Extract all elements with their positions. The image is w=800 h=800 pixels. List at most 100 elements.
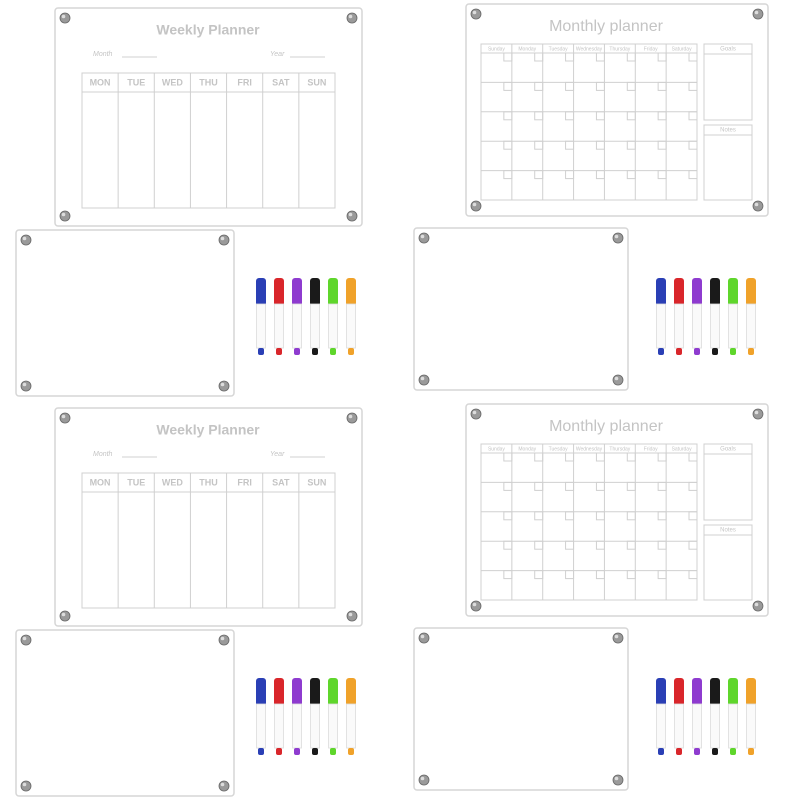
screw	[752, 600, 764, 612]
screw-highlight	[348, 414, 353, 419]
screw-highlight	[220, 636, 225, 641]
marker-cap	[692, 678, 702, 706]
marker-body	[710, 303, 720, 349]
marker-body	[728, 303, 738, 349]
screw-highlight	[472, 10, 477, 15]
screw-highlight	[420, 234, 425, 239]
planner-title: Weekly Planner	[156, 422, 260, 438]
marker-tip	[712, 748, 718, 755]
day-label: Monday	[518, 446, 536, 452]
marker-tip	[712, 348, 718, 355]
notes-label: Notes	[720, 128, 736, 134]
screw	[612, 774, 624, 786]
marker-body	[346, 303, 356, 349]
marker-body	[656, 703, 666, 749]
marker-body	[674, 303, 684, 349]
marker-cap	[346, 678, 356, 706]
screw	[418, 374, 430, 386]
marker-tip	[658, 348, 664, 355]
screw-highlight	[614, 776, 619, 781]
screw-highlight	[754, 410, 759, 415]
screw	[59, 210, 71, 222]
marker-tip	[694, 748, 700, 755]
date-box	[688, 52, 698, 62]
week-grid	[81, 472, 336, 609]
marker-cap	[746, 278, 756, 306]
acrylic-board	[413, 227, 629, 391]
marker-cap	[674, 678, 684, 706]
marker-cap	[746, 678, 756, 706]
date-box	[688, 452, 698, 462]
screw	[20, 380, 32, 392]
day-label: Monday	[518, 46, 536, 52]
marker-tip	[258, 748, 264, 755]
day-label: FRI	[237, 77, 252, 87]
screw	[470, 200, 482, 212]
marker-body	[256, 703, 266, 749]
marker-body	[328, 703, 338, 749]
marker-cap	[656, 278, 666, 306]
date-box	[688, 540, 698, 550]
screw	[470, 8, 482, 20]
marker-body	[746, 703, 756, 749]
screw-highlight	[348, 212, 353, 217]
marker-body	[328, 303, 338, 349]
marker-tip	[330, 348, 336, 355]
screw-highlight	[22, 382, 27, 387]
screw	[752, 200, 764, 212]
marker-body	[274, 303, 284, 349]
marker-cap	[710, 278, 720, 306]
screw-highlight	[61, 212, 66, 217]
screw-highlight	[614, 376, 619, 381]
day-label: MON	[90, 77, 111, 87]
acrylic-board	[413, 627, 629, 791]
screw	[346, 12, 358, 24]
acrylic-board	[15, 629, 235, 797]
marker-body	[746, 303, 756, 349]
day-label: THU	[199, 477, 218, 487]
screw	[218, 780, 230, 792]
day-label: Sunday	[488, 446, 505, 452]
marker-cap	[328, 278, 338, 306]
screw	[218, 380, 230, 392]
day-label: Tuesday	[549, 446, 568, 452]
screw-highlight	[472, 202, 477, 207]
screw-highlight	[614, 634, 619, 639]
screw	[418, 774, 430, 786]
marker-cap	[274, 678, 284, 706]
screw-highlight	[22, 782, 27, 787]
marker-tip	[348, 748, 354, 755]
screw	[470, 408, 482, 420]
marker-body	[292, 703, 302, 749]
marker-tip	[694, 348, 700, 355]
marker-cap	[256, 278, 266, 306]
marker-tip	[748, 748, 754, 755]
day-label: TUE	[127, 77, 145, 87]
acrylic-board	[465, 403, 769, 617]
marker-cap	[292, 278, 302, 306]
screw	[20, 634, 32, 646]
screw	[59, 12, 71, 24]
acrylic-board	[54, 407, 363, 627]
marker-tip	[294, 748, 300, 755]
marker-cap	[310, 678, 320, 706]
screw-highlight	[61, 612, 66, 617]
screw	[218, 634, 230, 646]
day-label: Thursday	[609, 446, 630, 452]
screw-highlight	[22, 236, 27, 241]
day-label: Saturday	[672, 446, 693, 452]
day-label: Saturday	[672, 46, 693, 52]
goals-label: Goals	[720, 447, 736, 453]
screw	[418, 632, 430, 644]
year-label: Year	[270, 51, 285, 58]
year-label: Year	[270, 451, 285, 458]
day-label: SUN	[307, 77, 326, 87]
marker-body	[728, 703, 738, 749]
marker-body	[710, 703, 720, 749]
screw-highlight	[348, 14, 353, 19]
screw	[752, 8, 764, 20]
screw-highlight	[220, 382, 225, 387]
marker-tip	[676, 748, 682, 755]
marker-tip	[258, 348, 264, 355]
